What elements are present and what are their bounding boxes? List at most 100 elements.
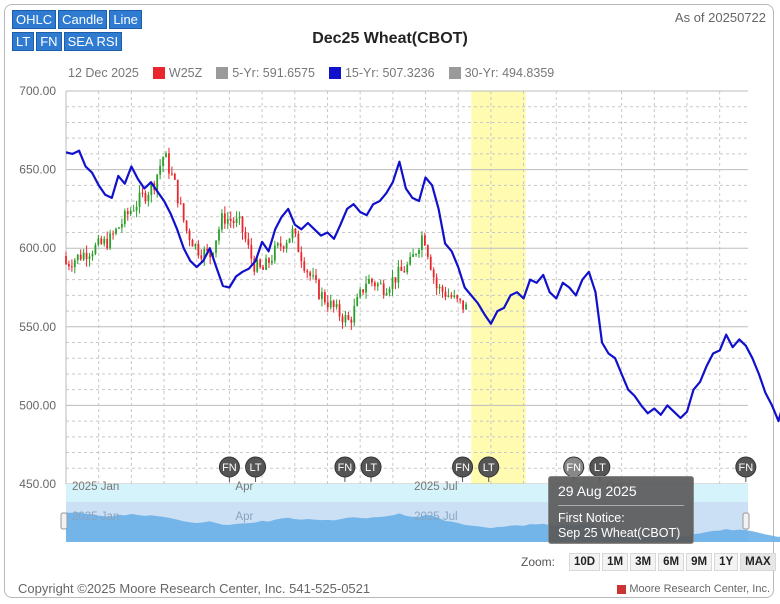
- brand[interactable]: Moore Research Center, Inc.: [617, 583, 770, 595]
- line-button[interactable]: Line: [109, 10, 142, 29]
- navigator-handle-left[interactable]: [60, 512, 68, 530]
- candle-button[interactable]: Candle: [58, 10, 108, 29]
- zoom-1y-button[interactable]: 1Y: [714, 553, 739, 571]
- zoom-1m-button[interactable]: 1M: [602, 553, 629, 571]
- candle-body: [147, 194, 150, 202]
- candle-body: [303, 261, 306, 271]
- zoom-3m-button[interactable]: 3M: [630, 553, 657, 571]
- seasonal-15yr-line: [65, 149, 780, 423]
- candle-body: [453, 295, 456, 298]
- marker-label: LT: [594, 462, 606, 474]
- candle-body: [259, 259, 262, 268]
- candle-body: [218, 229, 220, 241]
- candle-body: [350, 319, 353, 323]
- candle-body: [268, 258, 270, 263]
- candle-body: [176, 179, 179, 204]
- candle-body: [362, 289, 364, 293]
- zoom-6m-button[interactable]: 6M: [658, 553, 685, 571]
- candle-body: [335, 304, 338, 308]
- candle-body: [341, 316, 344, 323]
- fn-button[interactable]: FN: [36, 32, 62, 51]
- candle-body: [300, 252, 303, 262]
- x-tick-label: 2025 Jul: [414, 481, 457, 493]
- candle-body: [206, 248, 209, 252]
- candle-body: [353, 305, 356, 323]
- candle-body: [223, 213, 226, 224]
- zoom-controls: Zoom: 10D 1M 3M 6M 9M 1Y MAX: [521, 553, 776, 571]
- candle-body: [194, 243, 197, 247]
- candle-body: [465, 304, 467, 310]
- legend-item-5yr[interactable]: 5-Yr: 591.6575: [216, 66, 315, 80]
- candle-body: [129, 210, 132, 215]
- candle-body: [382, 283, 385, 296]
- candle-body: [288, 238, 291, 243]
- candle-body: [291, 228, 294, 239]
- legend-label: 30-Yr: 494.8359: [464, 66, 555, 80]
- candle-body: [88, 256, 91, 260]
- candle-body: [65, 256, 67, 265]
- candle-body: [265, 258, 267, 270]
- candle-body: [221, 213, 223, 230]
- candle-body: [318, 279, 320, 299]
- candle-body: [276, 243, 279, 246]
- zoom-max-button[interactable]: MAX: [740, 553, 776, 571]
- legend: 12 Dec 2025 W25Z 5-Yr: 591.6575 15-Yr: 5…: [68, 66, 554, 80]
- legend-label: 15-Yr: 507.3236: [344, 66, 435, 80]
- legend-swatch-blue: [328, 67, 341, 79]
- candle-body: [326, 302, 329, 308]
- marker-label: LT: [483, 462, 495, 474]
- candle-body: [144, 192, 147, 202]
- legend-item-30yr[interactable]: 30-Yr: 494.8359: [448, 66, 555, 80]
- legend-item-15yr[interactable]: 15-Yr: 507.3236: [328, 66, 435, 80]
- candle-body: [70, 266, 73, 268]
- last-trade-marker[interactable]: [478, 456, 500, 478]
- navigator-label: Apr: [235, 511, 253, 523]
- copyright: Copyright ©2025 Moore Research Center, I…: [18, 581, 371, 596]
- first-notice-marker[interactable]: [218, 456, 240, 478]
- first-notice-marker[interactable]: [735, 456, 757, 478]
- candle-body: [109, 233, 112, 249]
- candle-body: [391, 277, 394, 290]
- last-trade-marker[interactable]: [245, 456, 267, 478]
- candle-body: [173, 173, 176, 180]
- candle-body: [162, 157, 164, 166]
- candle-body: [397, 266, 400, 283]
- candle-body: [103, 238, 106, 244]
- candle-body: [256, 259, 259, 272]
- last-trade-marker[interactable]: [360, 456, 382, 478]
- candle-body: [385, 293, 388, 296]
- first-notice-marker[interactable]: [452, 456, 474, 478]
- candle-body: [156, 174, 159, 190]
- first-notice-tooltip: 29 Aug 2025 First Notice: Sep 25 Wheat(C…: [548, 476, 694, 544]
- candle-body: [168, 153, 170, 174]
- zoom-label: Zoom:: [521, 555, 556, 569]
- marker-label: FN: [222, 462, 237, 474]
- candle-body: [141, 192, 144, 194]
- candle-body: [432, 269, 435, 278]
- marker-label: FN: [338, 462, 353, 474]
- candle-body: [406, 264, 409, 273]
- candle-body: [247, 239, 250, 245]
- y-tick-label: 450.00: [19, 477, 56, 491]
- candle-body: [388, 289, 391, 294]
- candle-body: [76, 254, 79, 261]
- candle-body: [235, 218, 238, 223]
- sea-rsi-button[interactable]: SEA RSI: [63, 32, 123, 51]
- lt-button[interactable]: LT: [12, 32, 35, 51]
- zoom-9m-button[interactable]: 9M: [686, 553, 713, 571]
- candle-body: [368, 278, 370, 284]
- navigator-handle-right[interactable]: [742, 512, 750, 530]
- candle-body: [312, 275, 314, 277]
- ohlc-button[interactable]: OHLC: [12, 10, 57, 29]
- candle-body: [200, 255, 203, 259]
- legend-item-w25z[interactable]: W25Z: [152, 66, 202, 80]
- zoom-10d-button[interactable]: 10D: [569, 553, 601, 571]
- candle-body: [444, 291, 447, 297]
- chart-type-toolbar: OHLC Candle Line: [12, 10, 142, 29]
- first-notice-marker[interactable]: [334, 456, 356, 478]
- candle-body: [273, 245, 276, 261]
- candle-body: [294, 228, 297, 234]
- candle-body: [344, 315, 347, 323]
- legend-label: 5-Yr: 591.6575: [232, 66, 315, 80]
- candle-body: [138, 192, 141, 207]
